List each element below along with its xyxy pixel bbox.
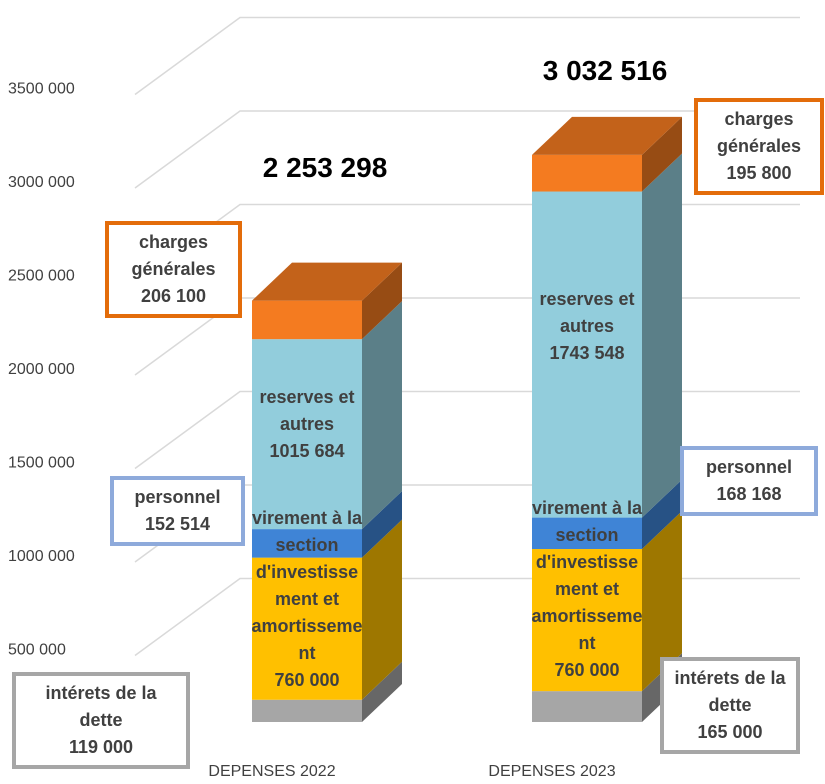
data-label: intérets de la dette 165 000 xyxy=(660,657,800,754)
y-tick-label: 3500 000 xyxy=(8,81,75,98)
bar-side xyxy=(642,511,682,692)
total-label: 3 032 516 xyxy=(542,55,668,86)
series-name: charges générales xyxy=(131,232,216,279)
total-label: 2 253 298 xyxy=(262,152,388,183)
grid-line xyxy=(134,110,800,189)
value-label: 1743 548 xyxy=(549,343,625,363)
series-name: virement à la section d'investissement e… xyxy=(251,508,363,663)
grid-line xyxy=(134,16,800,96)
bar-segment xyxy=(532,191,642,518)
value-label: 206 100 xyxy=(140,286,207,306)
bar-segment xyxy=(252,557,362,700)
bar-side xyxy=(362,661,402,722)
series-name: reserves et autres xyxy=(259,387,355,434)
series-name: personnel xyxy=(705,457,793,477)
bar-top xyxy=(252,262,402,301)
bar-side xyxy=(642,116,682,192)
data-label: charges générales 195 800 xyxy=(694,98,824,195)
data-label: intérets de la dette 119 000 xyxy=(12,672,190,769)
data-label: reserves et autres 1015 684 xyxy=(238,384,376,465)
bar-segment xyxy=(252,699,362,722)
series-name: reserves et autres xyxy=(539,289,635,336)
bar-side xyxy=(642,153,682,518)
value-label: 165 000 xyxy=(697,722,763,742)
y-tick-label: 2500 000 xyxy=(8,268,75,285)
bar-segment xyxy=(532,549,642,692)
value-label: 760 000 xyxy=(554,660,620,680)
data-label: virement à la section d'investissement e… xyxy=(250,505,364,694)
value-label: 1015 684 xyxy=(269,441,345,461)
value-label: 195 800 xyxy=(726,163,792,183)
data-label: charges générales 206 100 xyxy=(105,221,242,318)
grid-line xyxy=(134,577,800,657)
bar-segment xyxy=(532,691,642,722)
series-name: charges générales xyxy=(716,109,802,156)
bar-segment xyxy=(252,529,362,558)
bar-segment xyxy=(252,339,362,530)
bar-side xyxy=(362,262,402,340)
data-label: personnel 168 168 xyxy=(680,446,818,516)
bar-segment xyxy=(532,517,642,550)
y-tick-label: 2000 000 xyxy=(8,361,75,378)
series-name: intérets de la dette xyxy=(45,683,157,730)
y-tick-label: 500 000 xyxy=(8,642,66,659)
value-label: 152 514 xyxy=(144,514,211,534)
series-name: personnel xyxy=(134,487,221,507)
data-label: virement à la section d'investissement e… xyxy=(530,495,644,684)
bar-segment xyxy=(532,154,642,192)
bar-side xyxy=(362,519,402,700)
bar-side xyxy=(642,479,682,550)
series-name: intérets de la dette xyxy=(674,668,786,715)
value-label: 119 000 xyxy=(68,737,134,757)
data-label: reserves et autres 1743 548 xyxy=(518,286,656,367)
y-tick-label: 1000 000 xyxy=(8,548,75,565)
x-tick-label: DEPENSES 2023 xyxy=(488,763,616,780)
y-tick-label: 1500 000 xyxy=(8,455,75,472)
value-label: 760 000 xyxy=(274,670,340,690)
data-label: personnel 152 514 xyxy=(110,476,245,546)
bar-top xyxy=(532,116,682,155)
bar-segment xyxy=(252,300,362,340)
x-tick-label: DEPENSES 2022 xyxy=(208,763,336,780)
value-label: 168 168 xyxy=(716,484,782,504)
y-tick-label: 3000 000 xyxy=(8,174,75,191)
bar-side xyxy=(362,301,402,530)
series-name: virement à la section d'investissement e… xyxy=(531,498,643,653)
bar-side xyxy=(362,491,402,558)
